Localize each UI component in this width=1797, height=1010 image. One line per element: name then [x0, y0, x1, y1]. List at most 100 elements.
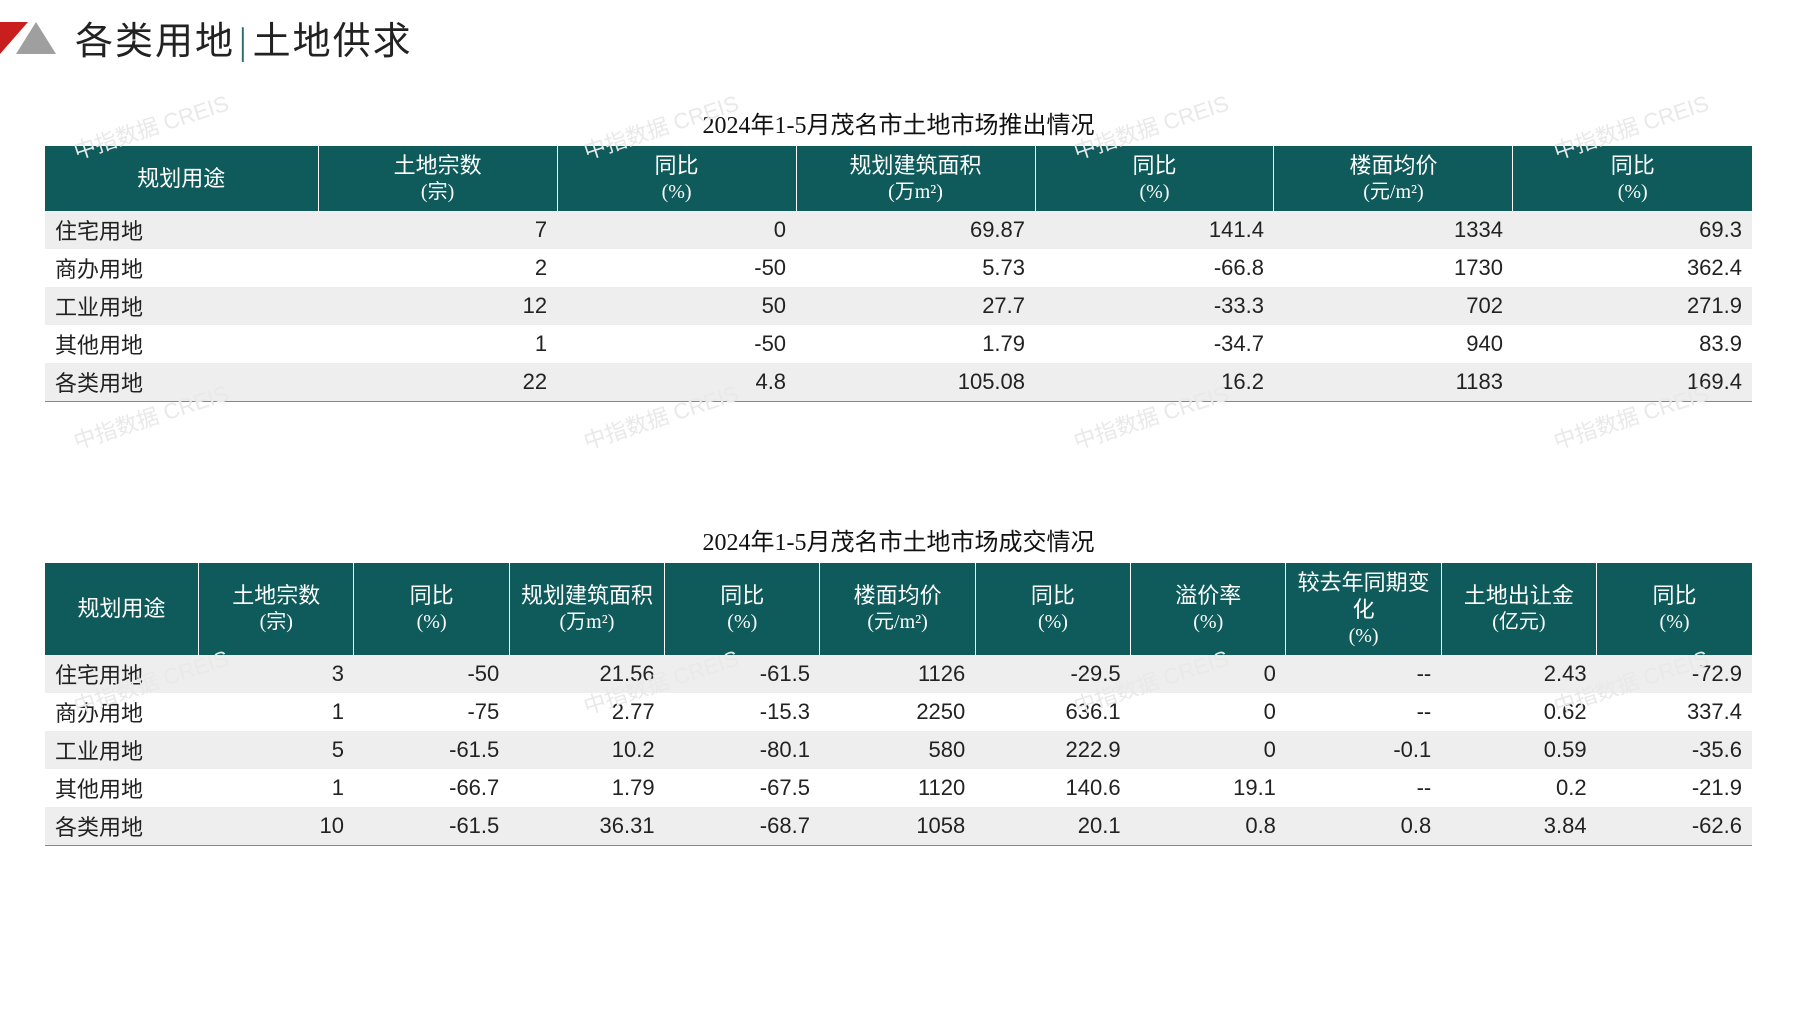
cell-value: 1.79: [509, 769, 664, 807]
cell-value: -62.6: [1597, 807, 1752, 846]
cell-value: 271.9: [1513, 287, 1752, 325]
cell-value: 0: [1131, 655, 1286, 693]
cell-value: 5.73: [796, 249, 1035, 287]
cell-value: -68.7: [665, 807, 820, 846]
cell-value: 2: [318, 249, 557, 287]
row-label: 商办用地: [45, 693, 199, 731]
cell-value: 50: [557, 287, 796, 325]
table1: 规划用途土地宗数(宗)同比(%)规划建筑面积(万m²)同比(%)楼面均价(元/m…: [45, 146, 1752, 402]
cell-value: -50: [354, 655, 509, 693]
cell-value: -66.8: [1035, 249, 1274, 287]
cell-value: 1334: [1274, 211, 1513, 249]
cell-value: 2.77: [509, 693, 664, 731]
cell-value: 0.8: [1286, 807, 1441, 846]
column-header: 规划用途: [45, 146, 318, 211]
column-header: 同比(%): [557, 146, 796, 211]
cell-value: 702: [1274, 287, 1513, 325]
table-row: 商办用地2-505.73-66.81730362.4: [45, 249, 1752, 287]
cell-value: 0.62: [1441, 693, 1596, 731]
column-header: 同比(%): [665, 563, 820, 655]
table-row: 商办用地1-752.77-15.32250636.10--0.62337.4: [45, 693, 1752, 731]
cell-value: --: [1286, 769, 1441, 807]
cell-value: -61.5: [354, 731, 509, 769]
table1-head: 规划用途土地宗数(宗)同比(%)规划建筑面积(万m²)同比(%)楼面均价(元/m…: [45, 146, 1752, 211]
cell-value: 1126: [820, 655, 975, 693]
cell-value: 27.7: [796, 287, 1035, 325]
table1-title: 2024年1-5月茂名市土地市场推出情况: [45, 105, 1752, 140]
table-row: 住宅用地7069.87141.4133469.3: [45, 211, 1752, 249]
cell-value: 2.43: [1441, 655, 1596, 693]
table2-title: 2024年1-5月茂名市土地市场成交情况: [45, 522, 1752, 557]
column-header: 规划建筑面积(万m²): [796, 146, 1035, 211]
cell-value: 636.1: [975, 693, 1130, 731]
cell-value: 21.56: [509, 655, 664, 693]
column-header: 土地宗数(宗): [318, 146, 557, 211]
cell-value: 4.8: [557, 363, 796, 402]
table1-body: 住宅用地7069.87141.4133469.3商办用地2-505.73-66.…: [45, 211, 1752, 402]
cell-value: -50: [557, 249, 796, 287]
column-header: 土地宗数(宗): [199, 563, 354, 655]
cell-value: 36.31: [509, 807, 664, 846]
column-header: 楼面均价(元/m²): [820, 563, 975, 655]
page-header: 各类用地|土地供求: [0, 0, 1797, 75]
cell-value: 3: [199, 655, 354, 693]
row-label: 各类用地: [45, 807, 199, 846]
cell-value: 940: [1274, 325, 1513, 363]
cell-value: 12: [318, 287, 557, 325]
table2-body: 住宅用地3-5021.56-61.51126-29.50--2.43-72.9商…: [45, 655, 1752, 846]
cell-value: 105.08: [796, 363, 1035, 402]
cell-value: -72.9: [1597, 655, 1752, 693]
cell-value: 169.4: [1513, 363, 1752, 402]
cell-value: -80.1: [665, 731, 820, 769]
row-label: 商办用地: [45, 249, 318, 287]
cell-value: -61.5: [665, 655, 820, 693]
cell-value: --: [1286, 693, 1441, 731]
table-row: 各类用地10-61.536.31-68.7105820.10.80.83.84-…: [45, 807, 1752, 846]
row-label: 住宅用地: [45, 211, 318, 249]
title-separator: |: [235, 21, 253, 63]
cell-value: 1183: [1274, 363, 1513, 402]
row-label: 各类用地: [45, 363, 318, 402]
cell-value: 2250: [820, 693, 975, 731]
cell-value: 1730: [1274, 249, 1513, 287]
cell-value: -61.5: [354, 807, 509, 846]
cell-value: -50: [557, 325, 796, 363]
cell-value: 0.8: [1131, 807, 1286, 846]
cell-value: 0: [557, 211, 796, 249]
column-header: 土地出让金(亿元): [1441, 563, 1596, 655]
table-row: 工业用地125027.7-33.3702271.9: [45, 287, 1752, 325]
cell-value: 1058: [820, 807, 975, 846]
cell-value: -35.6: [1597, 731, 1752, 769]
table2: 规划用途土地宗数(宗)同比(%)规划建筑面积(万m²)同比(%)楼面均价(元/m…: [45, 563, 1752, 846]
cell-value: -66.7: [354, 769, 509, 807]
column-header: 楼面均价(元/m²): [1274, 146, 1513, 211]
cell-value: -67.5: [665, 769, 820, 807]
row-label: 其他用地: [45, 325, 318, 363]
table2-section: 2024年1-5月茂名市土地市场成交情况 规划用途土地宗数(宗)同比(%)规划建…: [45, 522, 1752, 846]
cell-value: 22: [318, 363, 557, 402]
cell-value: 1: [199, 769, 354, 807]
column-header: 溢价率(%): [1131, 563, 1286, 655]
cell-value: 69.87: [796, 211, 1035, 249]
column-header: 规划用途: [45, 563, 199, 655]
cell-value: 337.4: [1597, 693, 1752, 731]
table-row: 其他用地1-501.79-34.794083.9: [45, 325, 1752, 363]
cell-value: 140.6: [975, 769, 1130, 807]
column-header: 规划建筑面积(万m²): [509, 563, 664, 655]
cell-value: 10.2: [509, 731, 664, 769]
cell-value: 222.9: [975, 731, 1130, 769]
cell-value: 362.4: [1513, 249, 1752, 287]
cell-value: 83.9: [1513, 325, 1752, 363]
page-title: 各类用地|土地供求: [75, 10, 413, 65]
cell-value: 7: [318, 211, 557, 249]
table-row: 工业用地5-61.510.2-80.1580222.90-0.10.59-35.…: [45, 731, 1752, 769]
column-header: 同比(%): [354, 563, 509, 655]
cell-value: -29.5: [975, 655, 1130, 693]
table-row: 住宅用地3-5021.56-61.51126-29.50--2.43-72.9: [45, 655, 1752, 693]
title-left: 各类用地: [75, 21, 235, 63]
title-right: 土地供求: [253, 21, 413, 63]
column-header: 同比(%): [1035, 146, 1274, 211]
cell-value: 5: [199, 731, 354, 769]
cell-value: 0.59: [1441, 731, 1596, 769]
table-row: 各类用地224.8105.0816.21183169.4: [45, 363, 1752, 402]
